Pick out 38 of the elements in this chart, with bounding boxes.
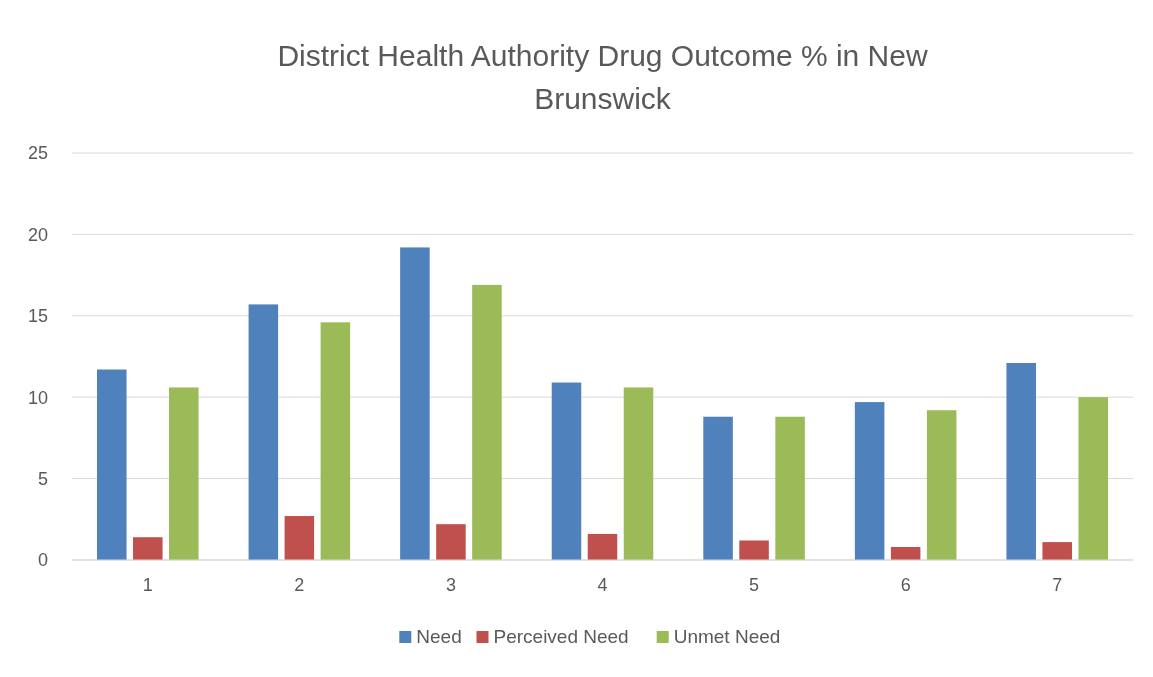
bar — [854, 402, 885, 560]
bar — [775, 416, 805, 560]
bar — [320, 322, 351, 560]
x-tick-label: 5 — [749, 575, 760, 595]
y-tick-label: 15 — [27, 306, 48, 327]
legend-label: Need — [416, 626, 462, 647]
bar — [472, 284, 502, 560]
bar — [169, 387, 199, 560]
bar — [97, 369, 127, 560]
legend-label: Unmet Need — [673, 626, 781, 647]
bar — [400, 247, 430, 560]
bar — [926, 410, 957, 560]
y-tick-label: 0 — [37, 550, 48, 571]
y-tick-label: 10 — [27, 387, 48, 408]
bar — [248, 304, 279, 560]
y-tick-label: 25 — [27, 143, 48, 164]
x-tick-label: 4 — [597, 575, 608, 595]
bar — [551, 382, 582, 560]
bar — [623, 387, 654, 560]
chart-title: District Health Authority Drug Outcome % in New Brunswick — [277, 39, 928, 115]
bar — [1078, 397, 1108, 560]
bar — [1006, 363, 1036, 560]
y-tick-label: 5 — [37, 468, 48, 489]
bar — [890, 546, 921, 560]
x-tick-label: 1 — [142, 575, 153, 595]
bar — [739, 540, 769, 560]
bar — [587, 533, 618, 560]
bar — [436, 524, 466, 560]
x-tick-label: 7 — [1052, 575, 1063, 595]
x-tick-label: 6 — [900, 575, 911, 595]
bar — [284, 516, 315, 560]
x-tick-label: 3 — [445, 575, 456, 595]
x-tick-label: 2 — [294, 575, 305, 595]
legend-label: Perceived Need — [493, 626, 629, 647]
bar — [1042, 542, 1072, 560]
y-tick-label: 20 — [27, 224, 48, 245]
bar — [703, 416, 733, 560]
bar — [133, 537, 163, 560]
